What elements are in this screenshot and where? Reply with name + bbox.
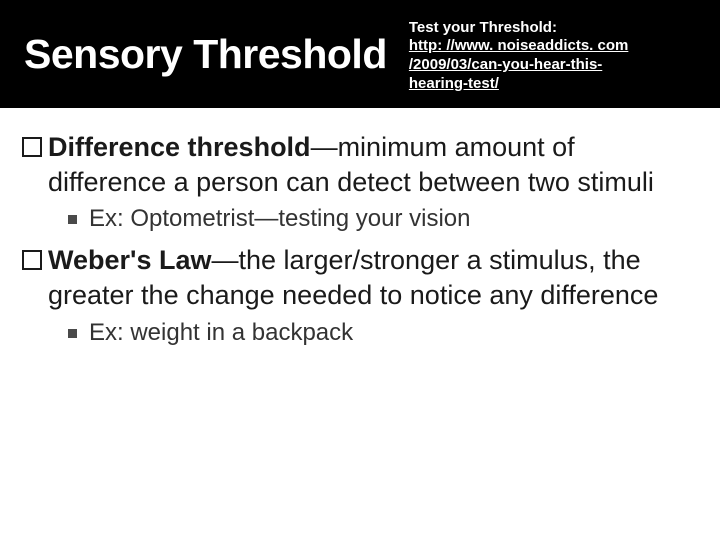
bullet-item-2: Weber's Law—the larger/stronger a stimul…	[22, 243, 698, 312]
slide-header: Sensory Threshold Test your Threshold: h…	[0, 0, 720, 108]
sub-bullet-2: Ex: weight in a backpack	[22, 317, 698, 349]
bullet-1-text: Difference threshold—minimum amount of d…	[48, 130, 698, 199]
square-sub-bullet-icon	[68, 215, 77, 224]
square-bullet-icon	[22, 137, 42, 157]
threshold-test-link[interactable]: http: //www. noiseaddicts. com /2009/03/…	[409, 37, 710, 93]
bullet-2-text: Weber's Law—the larger/stronger a stimul…	[48, 243, 698, 312]
side-label: Test your Threshold:	[409, 19, 710, 38]
slide-title: Sensory Threshold	[24, 31, 409, 78]
bullet-1-bold: Difference threshold	[48, 132, 311, 162]
header-side-box: Test your Threshold: http: //www. noisea…	[409, 15, 710, 94]
square-bullet-icon	[22, 250, 42, 270]
sub-bullet-1-text: Ex: Optometrist—testing your vision	[89, 203, 470, 235]
slide-body: Difference threshold—minimum amount of d…	[0, 108, 720, 349]
bullet-item-1: Difference threshold—minimum amount of d…	[22, 130, 698, 199]
sub-bullet-1: Ex: Optometrist—testing your vision	[22, 203, 698, 235]
square-sub-bullet-icon	[68, 329, 77, 338]
link-line-1: http: //www. noiseaddicts. com	[409, 37, 628, 54]
bullet-2-bold: Weber's Law	[48, 245, 211, 275]
link-line-3: hearing-test/	[409, 75, 499, 92]
link-line-2: /2009/03/can-you-hear-this-	[409, 56, 602, 73]
sub-bullet-2-text: Ex: weight in a backpack	[89, 317, 353, 349]
